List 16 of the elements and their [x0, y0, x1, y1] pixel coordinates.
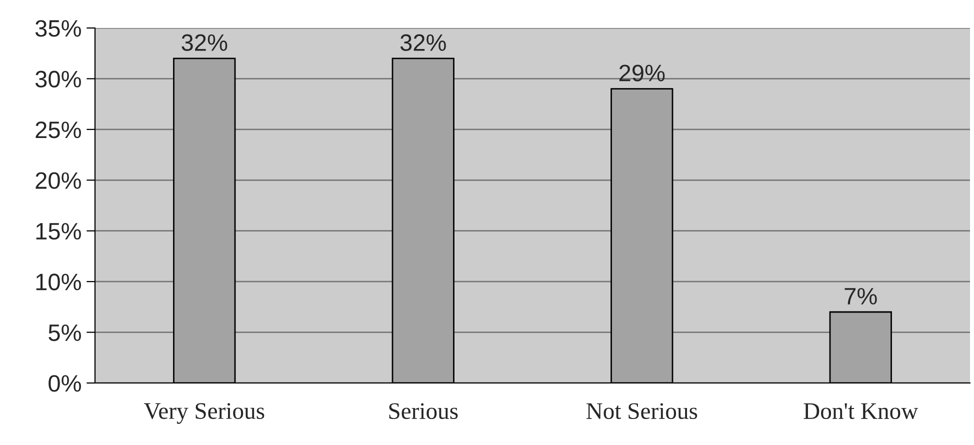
y-tick-label: 10% — [36, 274, 81, 290]
y-tick-label: 15% — [36, 223, 81, 240]
y-tick-label: 0% — [48, 375, 81, 392]
data-label: 32% — [182, 34, 228, 51]
y-tick-label: 5% — [48, 324, 81, 342]
x-tick-label: Don't Know — [804, 403, 918, 420]
x-tick-label: Very Serious — [144, 403, 264, 424]
data-label: 29% — [619, 64, 665, 82]
y-tick-label: 25% — [36, 121, 81, 138]
y-tick-label: 35% — [35, 20, 81, 37]
x-tick-label: Serious — [389, 403, 458, 420]
y-tick-label: 30% — [35, 70, 81, 88]
x-tick-label: Not Serious — [586, 403, 698, 420]
data-label: 32% — [400, 34, 446, 51]
y-tick-label: 20% — [36, 172, 81, 189]
data-label: 7% — [844, 288, 877, 304]
